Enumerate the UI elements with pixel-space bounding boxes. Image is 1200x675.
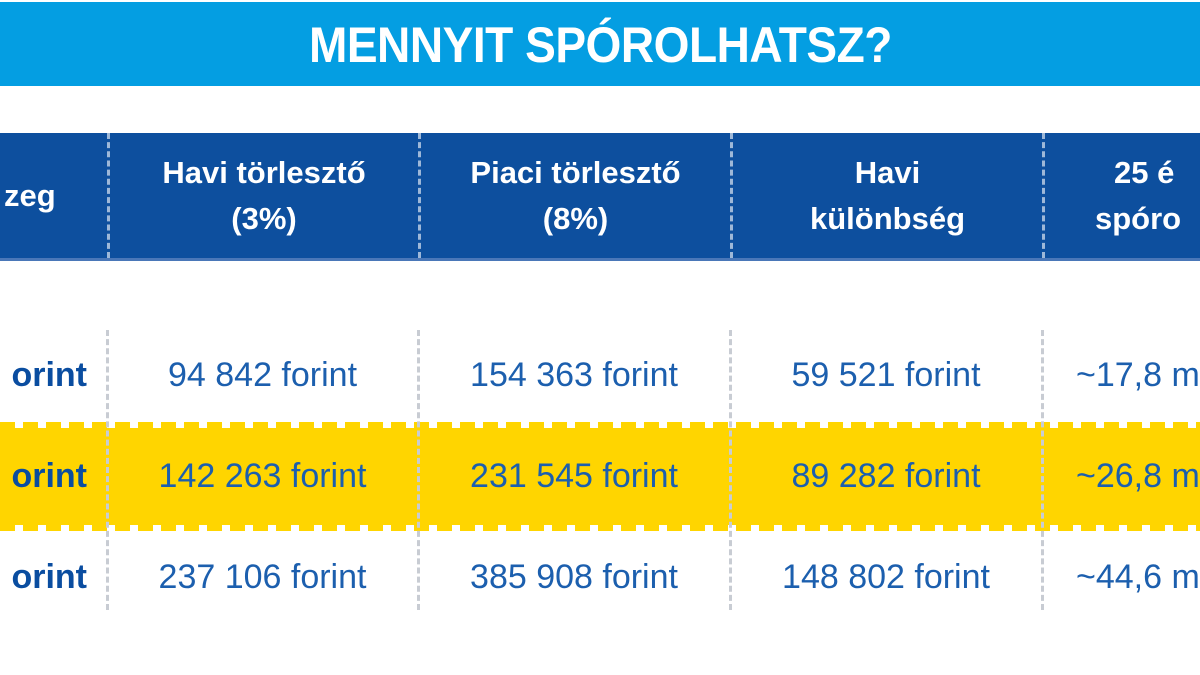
monthly-payment-cell: 94 842 forint [167,355,358,394]
header-label: Havi törlesztő [162,154,366,190]
header-cell-25yr-savings: 25 é spóro [1042,133,1200,258]
header-label: 25 é [1114,154,1175,190]
monthly-payment-cell: 142 263 forint [158,456,367,495]
title-bar: MENNYIT SPÓROLHATSZ? [0,2,1200,86]
market-payment-cell: 154 363 forint [470,355,678,394]
loan-amount-cell: orint [11,557,87,596]
header-label: Havi [854,154,921,190]
table-row-highlighted: orint 142 263 forint 231 545 forint 89 2… [0,426,1200,526]
column-separator [106,330,109,610]
column-separator [1041,330,1044,610]
market-payment-cell: 231 545 forint [470,456,678,495]
column-separator [417,330,420,610]
header-cell-monthly-difference: Havi különbség [730,133,1042,258]
savings-cell: ~44,6 m [1076,557,1200,596]
column-separator [729,330,732,610]
loan-amount-cell: orint [11,456,87,495]
header-cell-market-payment-8pct: Piaci törlesztő (8%) [418,133,730,258]
table-row: orint 237 106 forint 385 908 forint 148 … [0,527,1200,627]
header-label: (3%) [231,200,297,236]
difference-cell: 59 521 forint [791,355,981,394]
table-row: orint 94 842 forint 154 363 forint 59 52… [0,325,1200,425]
highlight-row-background [0,422,1200,531]
difference-cell: 148 802 forint [782,557,990,596]
header-label: Piaci törlesztő [470,154,681,190]
header-label: különbség [809,200,965,236]
loan-amount-cell: orint [11,355,87,394]
savings-cell: ~17,8 m [1076,355,1200,394]
difference-cell: 89 282 forint [791,456,981,495]
header-label: (8%) [542,200,609,236]
market-payment-cell: 385 908 forint [470,557,678,596]
header-label: spóro [1095,200,1182,236]
header-cell-monthly-payment-3pct: Havi törlesztő (3%) [107,133,418,258]
savings-cell: ~26,8 m [1076,456,1200,495]
monthly-payment-cell: 237 106 forint [158,557,367,596]
header-label: zeg [4,177,56,213]
page-title: MENNYIT SPÓROLHATSZ? [308,15,892,73]
table-header-row: zeg Havi törlesztő (3%) Piaci törlesztő … [0,133,1200,261]
header-cell-loan-amount: zeg [0,133,107,258]
